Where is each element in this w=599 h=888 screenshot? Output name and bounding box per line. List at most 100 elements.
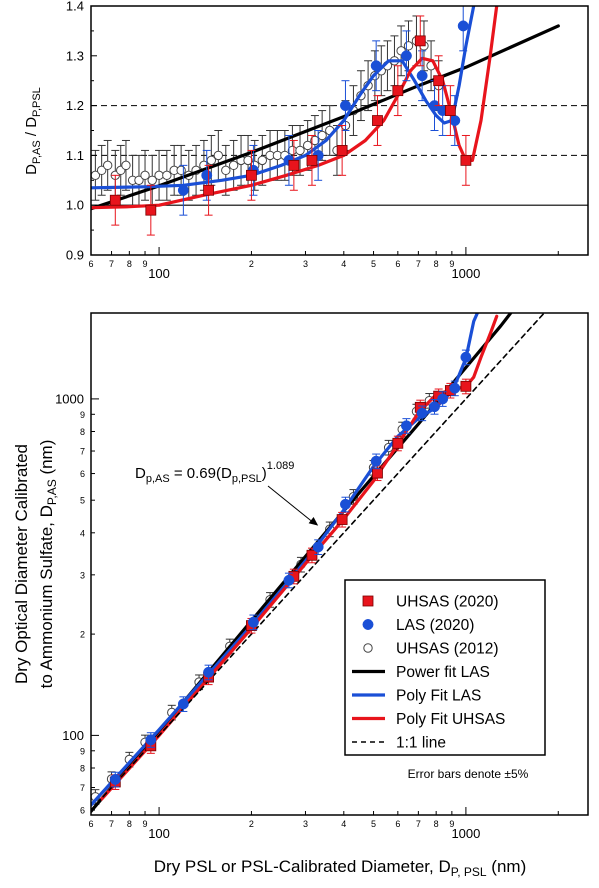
annotation-arrow (267, 485, 313, 523)
x-minor-tick-label: 5 (371, 259, 376, 269)
data-point (444, 105, 456, 116)
data-point (177, 184, 189, 196)
plot-frame (90, 312, 589, 816)
legend-label: Poly Fit LAS (396, 688, 481, 705)
x-minor-tick-label: 7 (416, 259, 421, 269)
x-minor-tick-label: 9 (449, 259, 454, 269)
data-point (134, 175, 144, 186)
y-tick-label: 1.0 (66, 198, 84, 213)
data-point (370, 455, 382, 467)
x-minor-tick-label: 7 (109, 819, 114, 829)
y-axis-ticks: 100 1000 6 7 8 9 2 3 4 5 6 7 8 9 (55, 391, 99, 816)
legend-label: Power fit LAS (396, 664, 490, 681)
poly-fit-las-line (91, 6, 476, 190)
x-minor-tick-label: 4 (341, 819, 346, 829)
data-point (228, 160, 239, 171)
x-minor-tick-label: 8 (127, 259, 132, 269)
power-fit-las-line (91, 24, 560, 211)
data-point (176, 165, 186, 176)
x-minor-tick-label: 9 (143, 259, 148, 269)
data-point (437, 393, 449, 405)
y-tick-label: 1.3 (66, 48, 84, 63)
data-point (392, 437, 404, 449)
plot-area (91, 313, 545, 813)
x-tick-label: 100 (148, 826, 170, 841)
data-point (340, 100, 351, 112)
data-point (372, 467, 383, 479)
data-point (288, 159, 300, 171)
data-point (317, 130, 327, 141)
data-point (221, 165, 231, 176)
uhsas-2020-series (109, 15, 472, 236)
data-point (400, 420, 412, 432)
data-point (414, 35, 426, 47)
data-point (312, 541, 324, 553)
data-point (147, 175, 157, 186)
data-point (162, 170, 172, 181)
x-minor-tick-label: 7 (416, 819, 421, 829)
x-minor-tick-label: 2 (249, 819, 254, 829)
x-minor-tick-label: 6 (88, 819, 93, 829)
data-point (306, 549, 318, 561)
y-minor-tick-label: 7 (80, 783, 85, 793)
x-minor-tick-label: 9 (143, 819, 148, 829)
las-2020-series (177, 6, 469, 216)
data-point (177, 698, 189, 710)
data-point (336, 145, 348, 156)
x-axis-label: Dry PSL or PSL-Calibrated Diameter, DP, … (154, 857, 526, 879)
x-minor-tick-label: 3 (303, 259, 308, 269)
data-point (203, 184, 214, 196)
data-point (257, 155, 268, 166)
y-minor-tick-label: 3 (80, 570, 85, 580)
y-axis-label-line2: to Ammonium Sulfate, DP,AS (nm) (37, 440, 59, 689)
legend-swatch (362, 619, 374, 630)
legend-item-uhsas-2020: UHSAS (2020) (362, 594, 499, 611)
x-minor-tick-label: 7 (109, 259, 114, 269)
data-point (96, 165, 107, 176)
legend-item-uhsas-2012: UHSAS (2012) (363, 641, 499, 658)
data-point (306, 154, 318, 166)
x-minor-tick-label: 8 (434, 819, 439, 829)
x-minor-tick-label: 9 (449, 819, 454, 829)
y-minor-tick-label: 6 (80, 806, 85, 816)
y-tick-label: 0.9 (66, 248, 84, 263)
data-point (429, 401, 440, 413)
data-point (433, 75, 445, 87)
data-point (201, 169, 213, 181)
data-point (400, 50, 412, 62)
legend-swatch (362, 595, 374, 607)
data-point (460, 351, 472, 363)
legend-item-poly-fit-las: Poly Fit LAS (352, 688, 481, 705)
data-point (416, 70, 428, 82)
y-tick-label: 1000 (55, 391, 84, 406)
data-point (449, 382, 461, 394)
data-point (145, 204, 157, 216)
data-point (336, 514, 348, 525)
poly-fit-las-series (91, 6, 476, 190)
data-point (372, 115, 383, 126)
annotation-arrowhead (308, 516, 319, 526)
data-point (460, 380, 472, 392)
data-point (340, 498, 351, 510)
y-minor-tick-label: 9 (80, 410, 85, 420)
y-minor-tick-label: 6 (80, 469, 85, 479)
data-point (283, 574, 295, 586)
data-point (247, 616, 259, 628)
error-bar-note: Error bars denote ±5% (408, 767, 529, 781)
x-minor-tick-label: 6 (395, 819, 400, 829)
legend-label: 1:1 line (396, 735, 446, 752)
data-point (246, 169, 257, 181)
y-axis-label: DP,AS / DP,PSL (23, 87, 43, 175)
y-minor-tick-label: 8 (80, 427, 85, 437)
data-point (449, 115, 461, 126)
data-point (460, 154, 472, 166)
data-point (145, 734, 157, 746)
1-1-line-line (91, 313, 545, 811)
y-tick-label: 1.4 (66, 0, 84, 14)
y-minor-tick-label: 5 (80, 496, 85, 506)
legend-box (344, 579, 546, 756)
y-minor-tick-label: 7 (80, 447, 85, 457)
